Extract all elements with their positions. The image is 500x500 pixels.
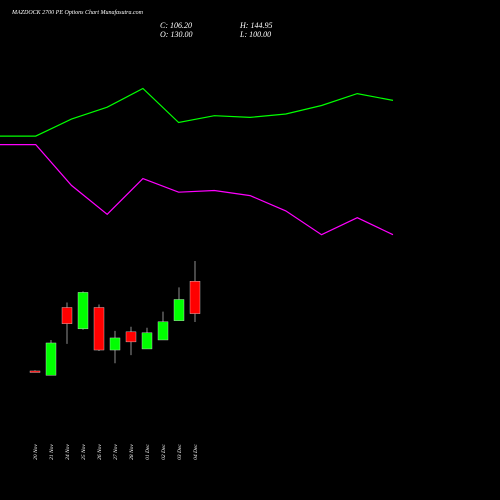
candle-body: [125, 331, 137, 343]
chart-title: MAZDOCK 2700 PE Options Chart Munafasutr…: [11, 9, 144, 16]
candle-body: [93, 307, 105, 351]
candle-body: [109, 337, 121, 351]
x-tick-label: 02 Dec: [161, 444, 167, 460]
x-tick-label: 21 Nov: [49, 444, 55, 460]
close-label: C: 106.20: [160, 21, 192, 30]
indicator-line: [0, 144, 394, 236]
candle-body: [157, 321, 169, 341]
x-tick-label: 04 Dec: [192, 444, 199, 460]
x-tick-label: 28 Nov: [129, 444, 135, 460]
candle-body: [189, 281, 201, 314]
candle-body: [77, 292, 89, 330]
high-label: H: 144.95: [239, 21, 272, 30]
x-tick-label: 03 Dec: [177, 444, 183, 460]
x-tick-label: 27 Nov: [113, 444, 119, 460]
indicator-line: [0, 87, 394, 137]
candle-body: [61, 307, 73, 324]
x-tick-label: 26 Nov: [97, 444, 103, 460]
candle-body: [141, 332, 153, 350]
x-tick-label: 25 Nov: [81, 444, 87, 460]
x-tick-label: 20 Nov: [33, 444, 39, 460]
open-label: O: 130.00: [160, 30, 192, 39]
candle-body: [29, 370, 41, 373]
x-tick-label: 01 Dec: [145, 444, 151, 460]
candle-body: [173, 299, 185, 321]
candle-body: [45, 342, 57, 376]
x-tick-label: 24 Nov: [64, 444, 71, 460]
low-label: L: 100.00: [239, 30, 271, 39]
